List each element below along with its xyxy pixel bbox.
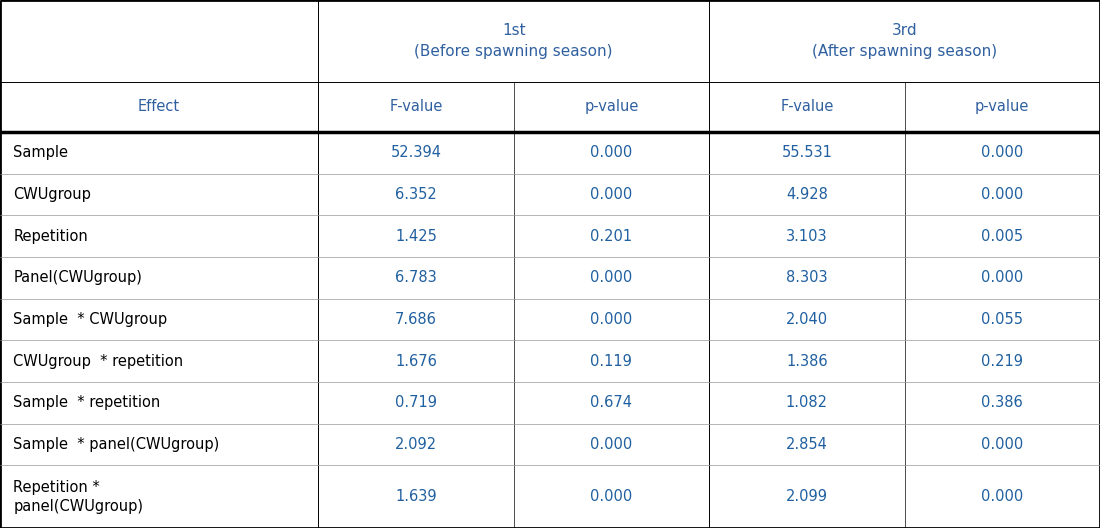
Text: 0.000: 0.000 <box>591 312 632 327</box>
Text: Panel(CWUgroup): Panel(CWUgroup) <box>13 270 142 286</box>
Text: Sample  * repetition: Sample * repetition <box>13 395 161 410</box>
Text: 1st
(Before spawning season): 1st (Before spawning season) <box>415 23 613 59</box>
Text: 3rd
(After spawning season): 3rd (After spawning season) <box>812 23 997 59</box>
Text: 0.055: 0.055 <box>981 312 1023 327</box>
Text: p-value: p-value <box>975 99 1030 115</box>
Text: CWUgroup: CWUgroup <box>13 187 91 202</box>
Text: 0.219: 0.219 <box>981 354 1023 369</box>
Text: 0.000: 0.000 <box>591 187 632 202</box>
Text: F-value: F-value <box>780 99 834 115</box>
Text: 0.674: 0.674 <box>591 395 632 410</box>
Text: Sample  * panel(CWUgroup): Sample * panel(CWUgroup) <box>13 437 219 452</box>
Text: 0.005: 0.005 <box>981 229 1023 244</box>
Text: 2.099: 2.099 <box>785 489 828 504</box>
Text: 0.119: 0.119 <box>591 354 632 369</box>
Text: 7.686: 7.686 <box>395 312 437 327</box>
Text: 0.000: 0.000 <box>981 437 1023 452</box>
Text: 1.425: 1.425 <box>395 229 437 244</box>
Text: CWUgroup  * repetition: CWUgroup * repetition <box>13 354 184 369</box>
Text: 2.092: 2.092 <box>395 437 437 452</box>
Text: 2.854: 2.854 <box>785 437 828 452</box>
Text: 1.676: 1.676 <box>395 354 437 369</box>
Text: 1.386: 1.386 <box>786 354 827 369</box>
Text: 0.000: 0.000 <box>591 145 632 161</box>
Text: Sample  * CWUgroup: Sample * CWUgroup <box>13 312 167 327</box>
Text: 0.201: 0.201 <box>591 229 632 244</box>
Text: Effect: Effect <box>139 99 180 115</box>
Text: 55.531: 55.531 <box>781 145 833 161</box>
Text: Repetition: Repetition <box>13 229 88 244</box>
Text: 8.303: 8.303 <box>786 270 827 286</box>
Text: 0.000: 0.000 <box>981 270 1023 286</box>
Text: 0.719: 0.719 <box>395 395 437 410</box>
Text: 2.040: 2.040 <box>785 312 828 327</box>
Text: 0.000: 0.000 <box>591 437 632 452</box>
Text: 6.352: 6.352 <box>395 187 437 202</box>
Text: 1.082: 1.082 <box>785 395 828 410</box>
Text: 0.386: 0.386 <box>981 395 1023 410</box>
Text: Repetition *
panel(CWUgroup): Repetition * panel(CWUgroup) <box>13 480 143 514</box>
Text: 3.103: 3.103 <box>786 229 827 244</box>
Text: p-value: p-value <box>584 99 639 115</box>
Text: Sample: Sample <box>13 145 68 161</box>
Text: 4.928: 4.928 <box>785 187 828 202</box>
Text: 1.639: 1.639 <box>395 489 437 504</box>
Text: 52.394: 52.394 <box>390 145 441 161</box>
Text: 0.000: 0.000 <box>591 489 632 504</box>
Text: 0.000: 0.000 <box>591 270 632 286</box>
Text: F-value: F-value <box>389 99 442 115</box>
Text: 6.783: 6.783 <box>395 270 437 286</box>
Text: 0.000: 0.000 <box>981 187 1023 202</box>
Text: 0.000: 0.000 <box>981 489 1023 504</box>
Text: 0.000: 0.000 <box>981 145 1023 161</box>
